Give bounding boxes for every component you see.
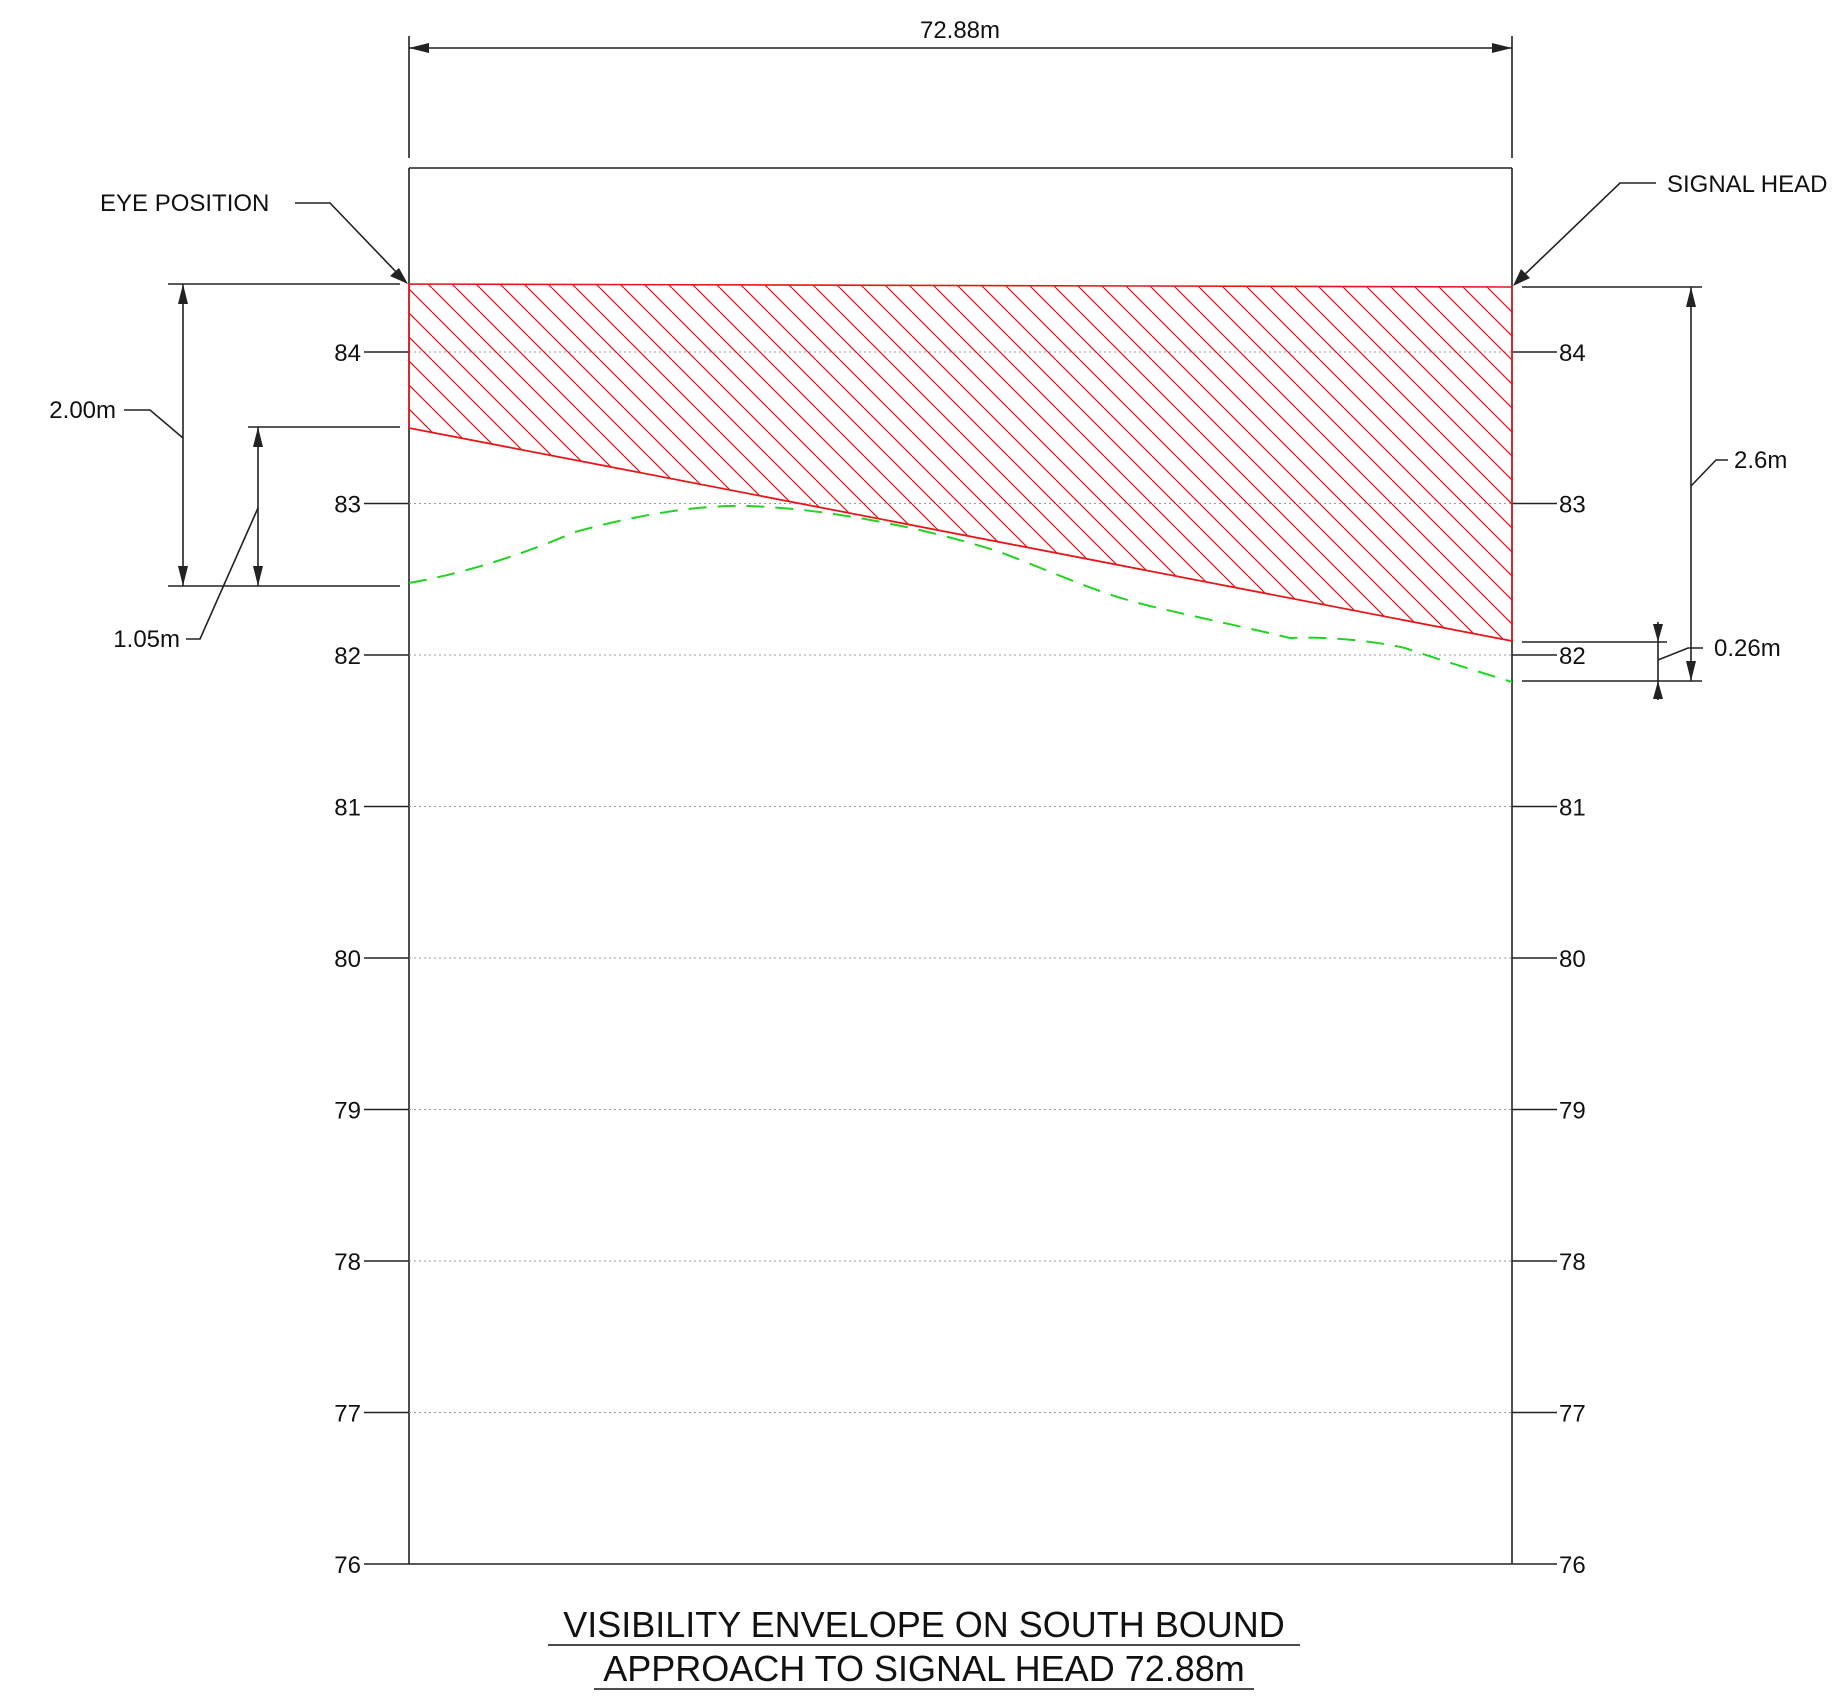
level-label-left-81: 81 bbox=[334, 795, 361, 822]
level-label-right-80: 80 bbox=[1559, 946, 1586, 973]
signal-head-height-dimension: 2.6m bbox=[1522, 286, 1787, 682]
overall-width-label: 72.88m bbox=[920, 17, 1000, 44]
level-label-right-77: 77 bbox=[1559, 1401, 1586, 1428]
level-label-left-83: 83 bbox=[334, 492, 361, 519]
sight-line-height-dimension: 1.05m bbox=[113, 426, 400, 653]
clearance-label: 0.26m bbox=[1714, 635, 1781, 662]
sight-line bbox=[408, 427, 1513, 642]
drawing-title: VISIBILITY ENVELOPE ON SOUTH BOUND APPRO… bbox=[548, 1604, 1300, 1690]
overall-width-dimension: 72.88m bbox=[408, 17, 1513, 158]
signal-head-height-label: 2.6m bbox=[1734, 447, 1787, 474]
level-label-right-82: 82 bbox=[1559, 643, 1586, 670]
level-label-left-84: 84 bbox=[334, 340, 361, 367]
level-label-left-78: 78 bbox=[334, 1249, 361, 1276]
signal-head-label: SIGNAL HEAD bbox=[1667, 171, 1828, 198]
clearance-dimension: 0.26m bbox=[1522, 622, 1781, 700]
signal-head-callout: SIGNAL HEAD bbox=[1513, 171, 1828, 286]
level-label-right-76: 76 bbox=[1559, 1552, 1586, 1579]
level-label-left-80: 80 bbox=[334, 946, 361, 973]
ground-profile bbox=[408, 504, 1513, 683]
level-label-left-76: 76 bbox=[334, 1552, 361, 1579]
title-line-1: VISIBILITY ENVELOPE ON SOUTH BOUND bbox=[563, 1604, 1285, 1645]
level-label-right-83: 83 bbox=[1559, 492, 1586, 519]
level-label-right-78: 78 bbox=[1559, 1249, 1586, 1276]
eye-height-label: 2.00m bbox=[49, 397, 116, 424]
level-label-left-79: 79 bbox=[334, 1098, 361, 1125]
level-label-right-81: 81 bbox=[1559, 795, 1586, 822]
level-label-left-82: 82 bbox=[334, 643, 361, 670]
eye-height-dimension: 2.00m bbox=[49, 283, 400, 587]
level-label-right-84: 84 bbox=[1559, 340, 1586, 367]
visibility-envelope bbox=[408, 283, 1513, 642]
eye-position-callout: EYE POSITION bbox=[100, 190, 408, 284]
title-line-2: APPROACH TO SIGNAL HEAD 72.88m bbox=[603, 1648, 1245, 1689]
level-label-right-79: 79 bbox=[1559, 1098, 1586, 1125]
sight-line-height-label: 1.05m bbox=[113, 626, 180, 653]
level-label-left-77: 77 bbox=[334, 1401, 361, 1428]
eye-position-label: EYE POSITION bbox=[100, 190, 269, 217]
